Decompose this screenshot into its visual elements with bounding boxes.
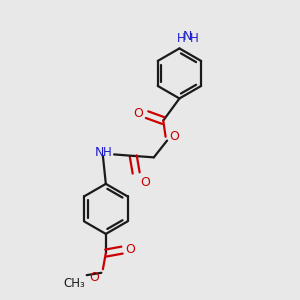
Text: CH₃: CH₃ xyxy=(64,277,85,290)
Text: O: O xyxy=(141,176,151,189)
Text: N: N xyxy=(94,146,104,159)
Text: N: N xyxy=(183,30,192,43)
Text: H: H xyxy=(102,146,111,159)
Text: H: H xyxy=(190,32,199,46)
Text: H: H xyxy=(176,32,185,46)
Text: O: O xyxy=(126,243,135,256)
Text: O: O xyxy=(169,130,179,143)
Text: O: O xyxy=(134,107,143,120)
Text: O: O xyxy=(89,271,99,284)
